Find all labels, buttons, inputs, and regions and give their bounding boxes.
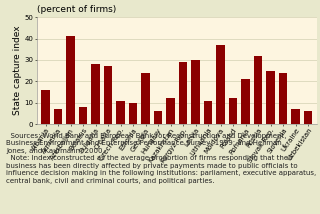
Bar (104, 66, 112, 124)
Bar (129, 103, 137, 124)
Bar (42, 90, 50, 124)
Bar (204, 101, 212, 124)
Bar (116, 101, 124, 124)
Bar (166, 98, 175, 124)
Bar (191, 60, 200, 124)
Bar (242, 79, 250, 124)
Bar (92, 64, 100, 124)
Bar (292, 109, 300, 124)
Text: (percent of firms): (percent of firms) (37, 5, 116, 14)
Bar (179, 62, 187, 124)
Bar (79, 107, 87, 124)
Bar (54, 109, 62, 124)
Bar (217, 45, 225, 124)
Bar (229, 98, 237, 124)
Bar (141, 73, 150, 124)
Bar (154, 111, 162, 124)
Bar (267, 71, 275, 124)
Text: Sources: World Bank and European Bank for Reconstruction and Development,
Busine: Sources: World Bank and European Bank fo… (6, 133, 317, 184)
Bar (67, 36, 75, 124)
Bar (279, 73, 287, 124)
Y-axis label: State capture index: State capture index (12, 26, 21, 115)
Bar (304, 111, 312, 124)
Bar (254, 56, 262, 124)
